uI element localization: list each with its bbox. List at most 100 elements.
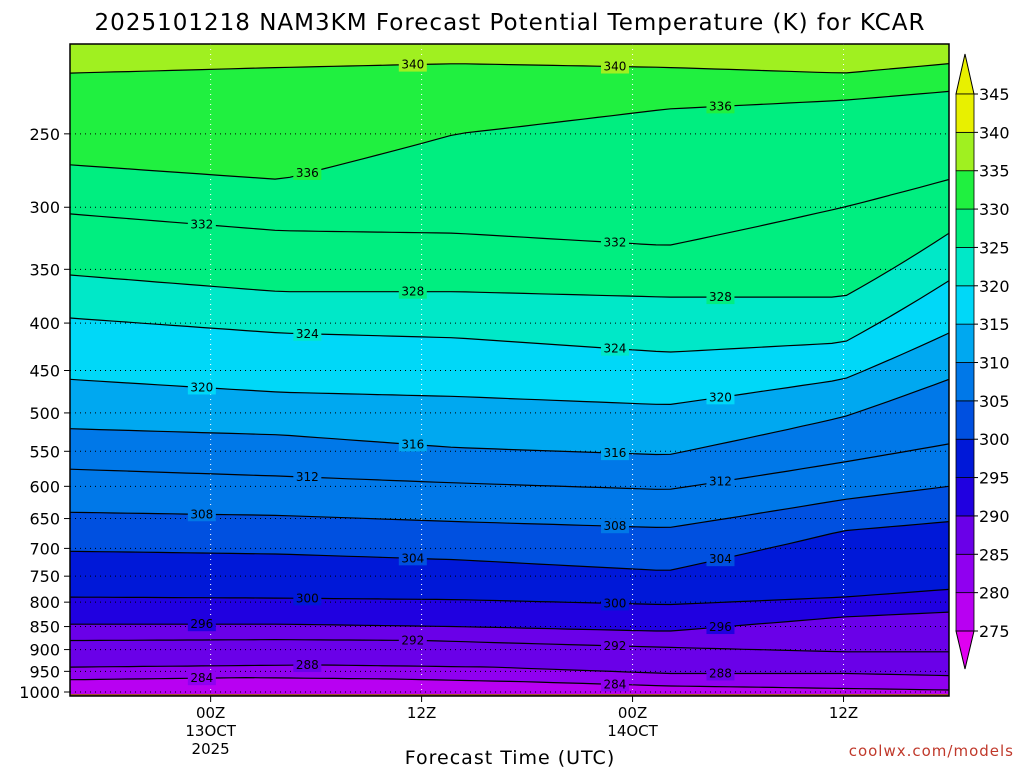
theta-band — [70, 63, 949, 180]
isentrope-304 — [70, 521, 949, 571]
contour-label: 288 — [296, 658, 319, 672]
x-axis: 00Z13OCT202512Z00Z14OCT12Z00Z15OCT — [185, 696, 858, 758]
contour-label-bg — [398, 632, 427, 648]
y-tick-label: 400 — [29, 314, 60, 333]
contour-label-bg — [706, 389, 735, 405]
contour-label-bg — [187, 379, 216, 395]
colorbar-label: 315 — [979, 315, 1010, 334]
y-tick-label: 1000 — [19, 683, 60, 702]
contour-label-bg — [706, 619, 735, 635]
theta-color-bands — [70, 44, 949, 696]
contour-label: 324 — [296, 327, 319, 341]
contour-label-bg — [293, 657, 322, 673]
contour-label: 320 — [190, 380, 213, 394]
x-tick-label: 00Z — [196, 704, 225, 722]
contour-label-bg — [398, 56, 427, 72]
colorbar-segment — [955, 323, 975, 363]
contour-label-bg — [600, 518, 629, 534]
colorbar-segment — [955, 592, 975, 632]
credit-text: coolwx.com/models — [849, 742, 1014, 760]
y-tick-label: 700 — [29, 539, 60, 558]
contour-label: 316 — [401, 437, 424, 451]
contour-label-bg — [187, 216, 216, 232]
colorbar: 275 280 285 290 295 300 305 310 315 320 325 330 335 3… — [955, 53, 1010, 670]
colorbar-segment — [955, 515, 975, 555]
isentrope-312 — [70, 443, 949, 490]
contour-label: 300 — [604, 596, 627, 610]
contour-label-bg — [187, 506, 216, 522]
contour-label-bg — [600, 445, 629, 461]
colorbar-label: 310 — [979, 354, 1010, 373]
isentrope-336 — [70, 90, 949, 180]
isentrope-contours: 284 284 288 288 292 292 296 296 300 300 304 304 308 3… — [70, 56, 949, 692]
contour-label-bg — [293, 164, 322, 180]
colorbar-label: 330 — [979, 200, 1010, 219]
contour-label-bg — [600, 234, 629, 250]
contour-label-bg — [706, 665, 735, 681]
theta-band — [70, 677, 949, 696]
x-axis-label: Forecast Time (UTC) — [405, 747, 615, 768]
colorbar-label: 290 — [979, 507, 1010, 526]
isentrope-300 — [70, 588, 949, 606]
y-tick-label: 250 — [29, 125, 60, 144]
contour-label: 296 — [190, 617, 213, 631]
contour-label-bg — [600, 637, 629, 653]
contour-label: 304 — [401, 551, 424, 565]
y-tick-label: 350 — [29, 260, 60, 279]
isentrope-316 — [70, 378, 949, 456]
theta-band — [70, 443, 949, 528]
isentrope-308 — [70, 485, 949, 529]
y-tick-label: 500 — [29, 404, 60, 423]
colorbar-label: 305 — [979, 392, 1010, 411]
theta-band — [70, 179, 949, 298]
contour-label-bg — [398, 550, 427, 566]
x-tick-label: 00Z — [618, 704, 647, 722]
colorbar-segment — [955, 438, 975, 478]
colorbar-label: 345 — [979, 85, 1010, 104]
grid-lines — [70, 44, 949, 696]
plot-area: 284 284 288 288 292 292 296 296 300 300 304 304 308 3… — [70, 44, 949, 696]
contour-label-bg — [600, 340, 629, 356]
contour-label-bg — [600, 595, 629, 611]
theta-band — [70, 233, 949, 352]
contour-label: 312 — [296, 470, 319, 484]
isentrope-284 — [70, 676, 949, 691]
colorbar-label: 325 — [979, 238, 1010, 257]
colorbar-segment — [955, 553, 975, 594]
isentrope-320 — [70, 332, 949, 406]
contour-label-bg — [187, 616, 216, 632]
y-tick-label: 800 — [29, 593, 60, 612]
y-tick-label: 750 — [29, 567, 60, 586]
contour-label: 296 — [709, 620, 732, 634]
colorbar-label: 275 — [979, 622, 1010, 641]
colorbar-label: 295 — [979, 469, 1010, 488]
contour-label-bg — [293, 325, 322, 341]
contour-label: 340 — [401, 58, 424, 72]
colorbar-label: 340 — [979, 123, 1010, 142]
x-tick-date: 13OCT — [185, 722, 236, 740]
contour-label-bg — [293, 590, 322, 606]
isentrope-292 — [70, 638, 949, 653]
theta-band — [70, 612, 949, 652]
colorbar-segment — [955, 285, 975, 325]
contour-label: 332 — [604, 236, 627, 250]
contour-label: 332 — [190, 217, 213, 231]
x-tick-label: 12Z — [407, 704, 436, 722]
contour-label: 308 — [190, 507, 213, 521]
y-tick-label: 950 — [29, 662, 60, 681]
contour-label: 328 — [709, 290, 732, 304]
theta-band — [70, 44, 949, 74]
isentrope-324 — [70, 280, 949, 353]
contour-label: 304 — [709, 552, 732, 566]
contour-label-bg — [187, 670, 216, 686]
contour-label-bg — [600, 58, 629, 74]
contour-label: 292 — [604, 639, 627, 653]
contour-label: 308 — [604, 519, 627, 533]
isentrope-328 — [70, 232, 949, 298]
ground-surface — [70, 694, 949, 696]
chart-title: 2025101218 NAM3KM Forecast Potential Tem… — [95, 10, 926, 36]
colorbar-top-arrow — [955, 53, 975, 95]
theta-band — [70, 91, 949, 246]
contour-label: 284 — [190, 671, 213, 685]
